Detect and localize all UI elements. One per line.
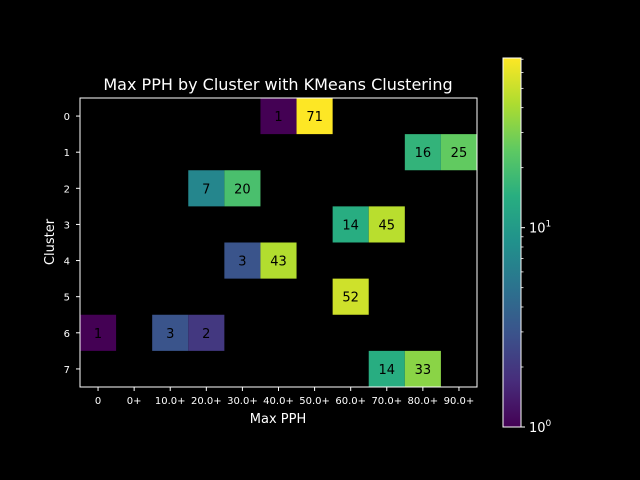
heatmap-cell <box>80 314 117 351</box>
heatmap-cell <box>332 278 369 315</box>
heatmap-cell <box>188 170 225 207</box>
cell-value-label: 25 <box>451 146 468 161</box>
x-tick-label: 80.0+ <box>408 396 439 407</box>
cell-value-label: 14 <box>378 363 395 378</box>
heatmap-cell <box>404 350 441 387</box>
x-tick-label: 50.0+ <box>299 396 330 407</box>
y-axis-label: Cluster <box>43 218 58 265</box>
x-tick-label: 60.0+ <box>335 396 366 407</box>
x-axis-label: Max PPH <box>250 412 306 427</box>
heatmap-cell <box>152 314 189 351</box>
y-tick-label: 2 <box>64 184 70 195</box>
x-tick-label: 30.0+ <box>227 396 258 407</box>
heatmap-cell <box>332 206 369 243</box>
cell-value-label: 3 <box>166 327 174 342</box>
cell-value-label: 20 <box>234 182 251 197</box>
x-tick-label: 90.0+ <box>444 396 475 407</box>
cell-value-label: 3 <box>238 255 246 270</box>
cell-value-label: 16 <box>415 146 432 161</box>
cell-value-label: 71 <box>306 110 323 125</box>
x-tick-label: 70.0+ <box>371 396 402 407</box>
colorbar <box>502 57 522 428</box>
heatmap-cell <box>224 242 261 279</box>
y-tick-label: 7 <box>64 365 70 376</box>
y-tick-label: 5 <box>64 293 70 304</box>
colorbar-ticks: 100 101 <box>521 58 552 436</box>
heatmap-cell <box>404 134 441 171</box>
cell-value-label: 33 <box>415 363 432 378</box>
heatmap-cell <box>440 134 477 171</box>
heatmap-cell <box>368 350 405 387</box>
colorbar-tick-label: 101 <box>529 220 551 237</box>
chart-title: Max PPH by Cluster with KMeans Clusterin… <box>103 75 452 94</box>
cell-value-label: 14 <box>342 218 359 233</box>
heatmap-cell <box>188 314 225 351</box>
cells-layer: 1 71 16 25 7 20 14 45 3 43 52 1 3 2 14 33 <box>80 98 477 387</box>
cell-value-label: 7 <box>202 182 210 197</box>
x-tick-label: 20.0+ <box>191 396 222 407</box>
cell-value-label: 2 <box>202 327 210 342</box>
cell-value-label: 1 <box>94 327 102 342</box>
heatmap-cell <box>296 98 333 135</box>
y-ticks: 0 1 2 3 4 5 6 7 <box>64 112 80 376</box>
y-tick-label: 0 <box>64 112 70 123</box>
x-tick-label: 40.0+ <box>263 396 294 407</box>
heatmap-cell <box>260 98 297 135</box>
cell-value-label: 45 <box>378 218 395 233</box>
y-tick-label: 3 <box>64 220 70 231</box>
cell-value-label: 52 <box>342 291 359 306</box>
x-tick-label: 0+ <box>127 396 142 407</box>
y-tick-label: 4 <box>64 257 70 268</box>
colorbar-tick-label: 100 <box>529 419 552 436</box>
cell-value-label: 43 <box>270 255 287 270</box>
heatmap-cell <box>368 206 405 243</box>
heatmap-cell <box>224 170 261 207</box>
y-tick-label: 1 <box>64 148 70 159</box>
x-ticks: 0 0+ 10.0+ 20.0+ 30.0+ 40.0+ 50.0+ 60.0+ 70.0+ 80… <box>95 387 474 407</box>
heatmap-cell <box>260 242 297 279</box>
x-tick-label: 0 <box>95 396 101 407</box>
x-tick-label: 10.0+ <box>155 396 186 407</box>
cell-value-label: 1 <box>274 110 282 125</box>
y-tick-label: 6 <box>64 329 70 340</box>
